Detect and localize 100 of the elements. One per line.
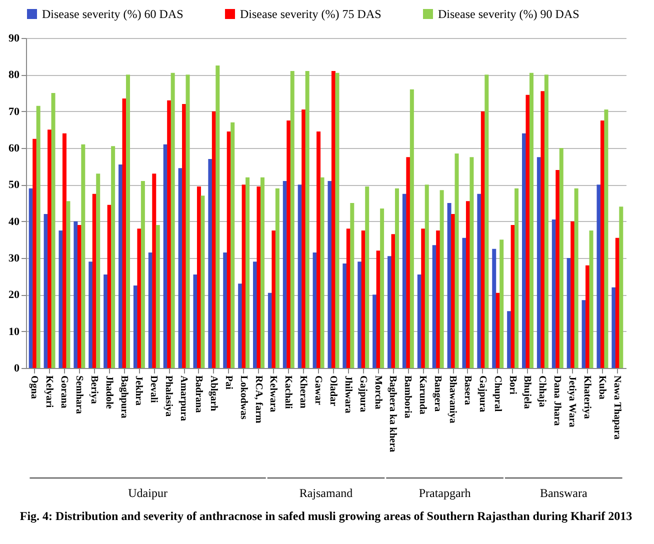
x-tick-label: Bhawaniya bbox=[447, 376, 458, 424]
legend-label: Disease severity (%) 75 DAS bbox=[240, 7, 382, 21]
bar bbox=[246, 177, 250, 368]
bar bbox=[500, 240, 504, 368]
x-tick-label: Kheran bbox=[298, 376, 309, 409]
bar bbox=[208, 159, 212, 368]
x-tick-label: Karunda bbox=[417, 376, 428, 414]
bar bbox=[470, 157, 474, 368]
text: Pratapgarh bbox=[418, 486, 471, 500]
x-tick-label: Kelyari bbox=[44, 376, 55, 408]
bar bbox=[137, 228, 142, 368]
x-tick-label: Jekhra bbox=[133, 376, 144, 406]
bar bbox=[570, 221, 575, 368]
bar bbox=[507, 311, 512, 368]
bar bbox=[286, 120, 291, 368]
legend-label: Disease severity (%) 90 DAS bbox=[438, 7, 580, 21]
legend-label: Disease severity (%) 60 DAS bbox=[42, 7, 184, 21]
bar bbox=[436, 230, 440, 368]
bar bbox=[167, 100, 172, 368]
bar bbox=[421, 228, 426, 368]
bar bbox=[492, 248, 496, 368]
x-tick-label: Kachali bbox=[282, 376, 294, 410]
x-tick-label: Oladar bbox=[327, 376, 338, 407]
bar bbox=[394, 188, 399, 368]
x-tick-label: Gajpura bbox=[357, 376, 368, 412]
y-tick-label: 40 bbox=[8, 216, 20, 228]
x-tick-label: Baghpura bbox=[118, 376, 130, 418]
x-tick-label: Phalasiya bbox=[163, 376, 174, 417]
bar bbox=[596, 184, 601, 368]
x-tick-label: Gawar bbox=[312, 376, 324, 406]
bar bbox=[556, 170, 560, 368]
bar bbox=[32, 138, 37, 368]
bar bbox=[223, 252, 228, 368]
bar bbox=[316, 132, 321, 368]
x-tick-label: Amarpura bbox=[178, 376, 190, 422]
bar bbox=[253, 262, 258, 368]
bar bbox=[424, 184, 429, 368]
bar bbox=[544, 74, 548, 368]
x-tick-label: Nawa Thapara bbox=[611, 376, 622, 440]
x-tick-label: Chupral bbox=[492, 376, 503, 412]
bar bbox=[320, 177, 324, 368]
bar bbox=[454, 154, 459, 368]
bar bbox=[540, 91, 545, 368]
x-tick-label: Morcha bbox=[372, 376, 384, 410]
x-tick-label: Dana Jhara bbox=[552, 376, 563, 426]
y-tick-label: 20 bbox=[8, 289, 20, 302]
bar bbox=[529, 72, 534, 368]
x-tick-label: Gajpura bbox=[476, 376, 488, 412]
bar bbox=[118, 164, 123, 368]
x-tick-label: Lokodwas bbox=[238, 376, 249, 420]
bar bbox=[66, 201, 70, 368]
bar bbox=[302, 110, 306, 368]
x-tick-label: Ablgarh bbox=[208, 376, 219, 412]
bar bbox=[238, 284, 242, 368]
bar bbox=[88, 262, 93, 368]
bar bbox=[152, 174, 156, 368]
x-tick-label: Jhilwara bbox=[342, 376, 354, 414]
x-tick-label: Semhara bbox=[73, 376, 84, 414]
bar bbox=[156, 225, 160, 368]
bar bbox=[216, 66, 220, 368]
bar bbox=[350, 203, 354, 368]
x-tick-label: Pai bbox=[222, 376, 234, 390]
caption: Fig. 4: Distribution and severity of anthracnose in safed musli growing areas of Southern Rajasthan during Kharif 2013 bbox=[20, 509, 632, 523]
y-tick-label: 50 bbox=[8, 179, 20, 192]
bar bbox=[51, 93, 56, 368]
bar bbox=[365, 186, 370, 368]
bar bbox=[260, 177, 264, 368]
x-tick-label: Basera bbox=[462, 376, 473, 405]
bar bbox=[586, 265, 590, 368]
bar bbox=[484, 74, 489, 368]
bar bbox=[193, 274, 198, 368]
x-tick-label: Kelwara bbox=[268, 376, 279, 412]
y-tick-label: 70 bbox=[8, 106, 20, 118]
bar bbox=[372, 294, 377, 368]
bar bbox=[36, 106, 40, 368]
bar bbox=[170, 72, 175, 368]
bar bbox=[526, 94, 530, 368]
bar bbox=[182, 104, 186, 368]
bar bbox=[62, 133, 66, 368]
y-tick-label: 60 bbox=[8, 142, 20, 154]
text: Rajsamand bbox=[299, 486, 353, 500]
bar bbox=[619, 206, 624, 368]
y-tick-label: 80 bbox=[8, 69, 20, 82]
bar bbox=[230, 122, 235, 368]
bar bbox=[111, 146, 116, 368]
x-tick-label: Badrana bbox=[192, 376, 204, 413]
bar bbox=[589, 230, 594, 368]
y-tick-label: 90 bbox=[8, 32, 20, 44]
bar bbox=[272, 230, 276, 368]
x-tick-label: Gorana bbox=[58, 376, 70, 408]
bar bbox=[200, 196, 205, 368]
bar bbox=[290, 71, 294, 368]
bar bbox=[612, 287, 616, 368]
bar bbox=[342, 264, 347, 368]
x-tick-label: Bori bbox=[506, 376, 518, 395]
x-tick-label: Devali bbox=[148, 376, 160, 403]
bar bbox=[48, 130, 52, 368]
x-tick-label: Kuba bbox=[596, 376, 608, 400]
x-tick-label: Bangera bbox=[432, 376, 444, 412]
bar bbox=[126, 74, 130, 368]
